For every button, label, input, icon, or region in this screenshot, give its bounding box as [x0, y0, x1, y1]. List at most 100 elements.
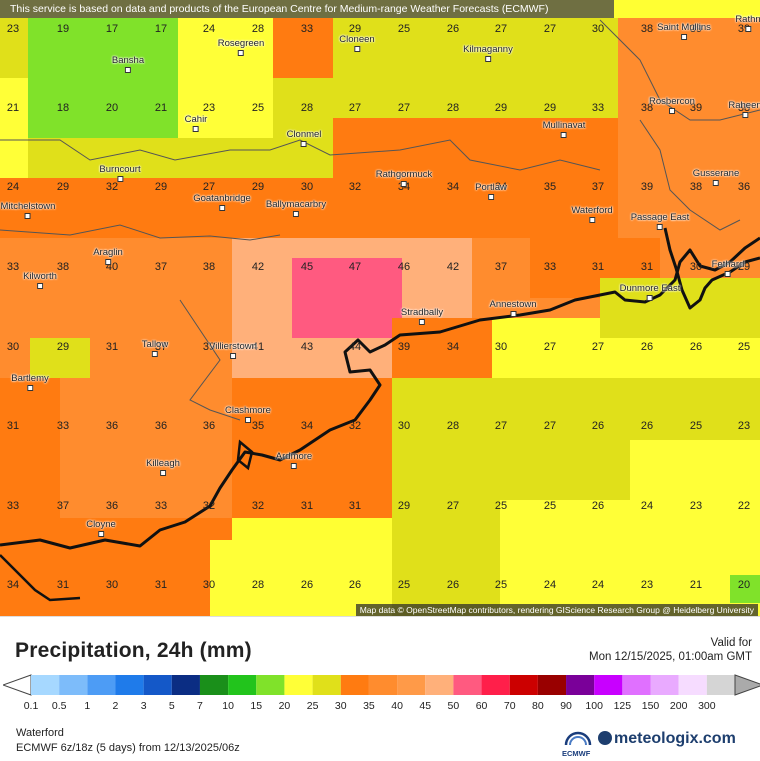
place-label: Mullinavat [543, 120, 585, 138]
place-marker-icon [192, 126, 199, 132]
precip-value: 30 [105, 579, 119, 591]
place-label: Clashmore [225, 405, 271, 423]
legend-swatch [453, 675, 482, 695]
precip-value: 33 [6, 500, 20, 512]
precip-value: 31 [348, 500, 362, 512]
precip-value: 32 [348, 420, 362, 432]
precip-value: 37 [494, 261, 508, 273]
precip-value: 34 [300, 420, 314, 432]
place-label: Clonmel [287, 129, 321, 147]
place-marker-icon [742, 112, 748, 118]
legend-tick-label: 125 [613, 700, 632, 712]
place-name: Kilmaganny [463, 44, 513, 55]
precip-value: 34 [6, 579, 20, 591]
legend-tick-label: 15 [250, 700, 263, 712]
legend-tick-label: 100 [585, 700, 603, 712]
precip-value: 30 [202, 579, 216, 591]
legend-tick-label: 5 [168, 700, 175, 712]
precip-value: 39 [689, 23, 703, 35]
precip-value: 36 [105, 500, 119, 512]
meteologix-logo[interactable]: meteologix.com [598, 730, 736, 748]
precip-value: 31 [591, 261, 605, 273]
precip-value: 31 [56, 579, 70, 591]
precip-value: 29 [348, 23, 362, 35]
precip-value: 29 [737, 261, 751, 273]
place-marker-icon [24, 213, 31, 219]
place-marker-icon [36, 283, 43, 289]
place-label: Mitchelstown [1, 201, 55, 219]
precipitation-map[interactable]: 23 19 17 17 24 28 33 29 25 26 27 27 30 38 39 39 21 18 20 21… [0, 0, 760, 616]
place-label: Rosbercon [649, 96, 695, 114]
place-marker-icon [117, 176, 123, 182]
place-name: Rosegreen [217, 38, 265, 49]
precip-value: 38 [689, 181, 703, 193]
precip-value: 32 [251, 500, 265, 512]
precip-value: 23 [202, 102, 216, 114]
precip-value: 38 [640, 102, 654, 114]
place-label: Passage East [631, 212, 689, 230]
place-marker-icon [237, 50, 244, 56]
legend-swatch [171, 675, 200, 695]
legend-tick-label: 300 [698, 700, 716, 712]
precip-value: 26 [446, 579, 460, 591]
place-name: Cloneen [339, 34, 375, 45]
precip-value: 23 [737, 420, 751, 432]
precip-value: 29 [543, 102, 557, 114]
place-marker-icon [712, 180, 719, 186]
place-label: Fethard [712, 259, 744, 277]
precip-value: 34 [397, 181, 411, 193]
legend-swatch [594, 675, 623, 695]
place-name: Rathn [735, 14, 760, 25]
precip-value: 36 [202, 420, 216, 432]
precip-value: 39 [640, 181, 654, 193]
precip-value: 39 [689, 102, 703, 114]
precip-value: 27 [202, 181, 216, 193]
precip-value: 27 [446, 500, 460, 512]
place-marker-icon [300, 141, 307, 147]
precip-value: 26 [689, 341, 703, 353]
precip-value: 25 [689, 420, 703, 432]
legend-tick-label: 3 [140, 700, 147, 712]
legend-tick-label: 70 [503, 700, 516, 712]
meteologix-globe-icon [598, 731, 612, 745]
legend-swatch [340, 675, 369, 695]
precip-value: 33 [591, 102, 605, 114]
precip-value: 30 [397, 420, 411, 432]
legend-swatch [397, 675, 426, 695]
place-label: Portlaw [475, 182, 507, 200]
precip-value: 25 [397, 23, 411, 35]
place-marker-icon [725, 271, 731, 277]
place-marker-icon [353, 46, 360, 52]
precip-value: 25 [251, 102, 265, 114]
place-marker-icon [657, 224, 663, 230]
precip-value: 17 [154, 23, 168, 35]
precip-value: 24 [640, 500, 654, 512]
place-marker-icon [668, 108, 675, 114]
legend-swatch [566, 675, 595, 695]
precip-value: 45 [300, 261, 314, 273]
legend-upper-arrow [734, 674, 760, 696]
legend-swatch [425, 675, 454, 695]
precip-value: 23 [689, 500, 703, 512]
precip-value: 27 [543, 23, 557, 35]
precip-value: 42 [251, 261, 265, 273]
precip-value: 27 [543, 341, 557, 353]
place-name: Clashmore [225, 405, 271, 416]
legend-tick-label: 30 [334, 700, 347, 712]
precip-value: 36 [154, 420, 168, 432]
place-label: Ardmore [276, 451, 312, 469]
legend-tick-label: 25 [306, 700, 319, 712]
precip-value: 19 [56, 23, 70, 35]
precip-value: 23 [640, 579, 654, 591]
place-marker-icon [561, 132, 567, 138]
legend-tick-label: 80 [532, 700, 544, 712]
place-name: Kilworth [23, 271, 57, 282]
precip-value: 28 [251, 23, 265, 35]
precip-value: 38 [737, 102, 751, 114]
place-name: Cloyne [86, 519, 116, 530]
precip-value: 20 [737, 579, 751, 591]
precip-value: 30 [494, 341, 508, 353]
place-marker-icon [104, 259, 111, 265]
map-attribution[interactable]: Map data © OpenStreetMap contributors, r… [355, 604, 758, 616]
precip-value: 30 [6, 341, 20, 353]
